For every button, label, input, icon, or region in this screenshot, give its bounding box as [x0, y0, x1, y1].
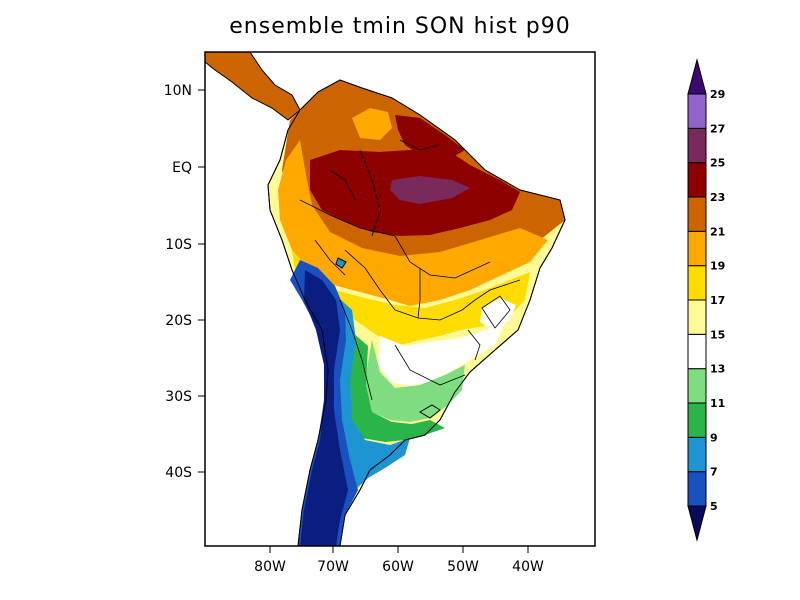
zone-25-27	[390, 176, 470, 204]
colorbar-box	[687, 162, 707, 198]
colorbar-box	[687, 127, 707, 164]
coastline	[299, 79, 566, 546]
temperature-field	[205, 52, 566, 546]
colorbar-label: 25	[710, 157, 725, 170]
colorbar-bottom-arrow	[687, 505, 707, 542]
country-borders	[299, 139, 521, 401]
lat-tick-label: 10N	[164, 83, 192, 99]
map-title: ensemble tmin SON hist p90	[229, 14, 571, 39]
colorbar-box	[687, 265, 707, 301]
zone-23-25-north	[395, 115, 465, 160]
colorbar-label: 27	[710, 122, 725, 135]
colorbar-label: 19	[710, 260, 725, 273]
lat-tick-label: EQ	[172, 160, 192, 176]
colorbar-label: 13	[710, 363, 725, 376]
colorbar-box	[687, 299, 707, 335]
colorbar-label: 11	[710, 397, 725, 410]
lat-tick-label: 20S	[165, 313, 192, 329]
lat-axis: 10N EQ 10S 20S 30S 40S	[164, 83, 205, 481]
west-coastline	[267, 109, 329, 546]
lon-tick-label: 60W	[382, 559, 414, 575]
colorbar-box	[687, 471, 707, 507]
colorbar-label: 5	[710, 500, 718, 513]
colorbar-box	[687, 333, 707, 370]
colorbar-box	[687, 436, 707, 473]
colorbar-box	[687, 402, 707, 438]
lon-tick-label: 50W	[447, 559, 479, 575]
central-america	[205, 52, 301, 121]
colorbar-top-arrow	[687, 58, 707, 95]
colorbar-box	[687, 93, 707, 129]
lat-tick-label: 10S	[165, 237, 192, 253]
zone-19-21-north	[352, 108, 392, 140]
colorbar-label: 29	[710, 88, 725, 101]
lon-tick-label: 40W	[512, 559, 544, 575]
lat-tick-label: 30S	[165, 389, 192, 405]
zone-11-13	[365, 340, 465, 422]
zone-9-11	[346, 332, 445, 442]
lon-axis: 80W 70W 60W 50W 40W	[254, 546, 544, 575]
colorbar-label: 21	[710, 225, 725, 238]
colorbar-label: 9	[710, 431, 718, 444]
colorbar-label: 15	[710, 328, 725, 341]
lon-tick-label: 70W	[317, 559, 349, 575]
colorbar: 5 7 9 11 13 15 17 19 21 23 25 27 29	[687, 58, 725, 542]
map-frame	[204, 51, 596, 547]
colorbar-box	[687, 230, 707, 267]
lake-patos	[419, 404, 441, 419]
colorbar-label: 17	[710, 294, 725, 307]
zone-17-19	[292, 250, 530, 345]
colorbar-box	[687, 196, 707, 232]
lon-tick-label: 80W	[254, 559, 286, 575]
lat-tick-label: 40S	[165, 465, 192, 481]
colorbar-label: 23	[710, 191, 725, 204]
zone-19-21	[278, 140, 548, 306]
lake-titicaca	[335, 257, 347, 269]
colorbar-box	[687, 368, 707, 404]
colorbar-label: 7	[710, 466, 718, 479]
